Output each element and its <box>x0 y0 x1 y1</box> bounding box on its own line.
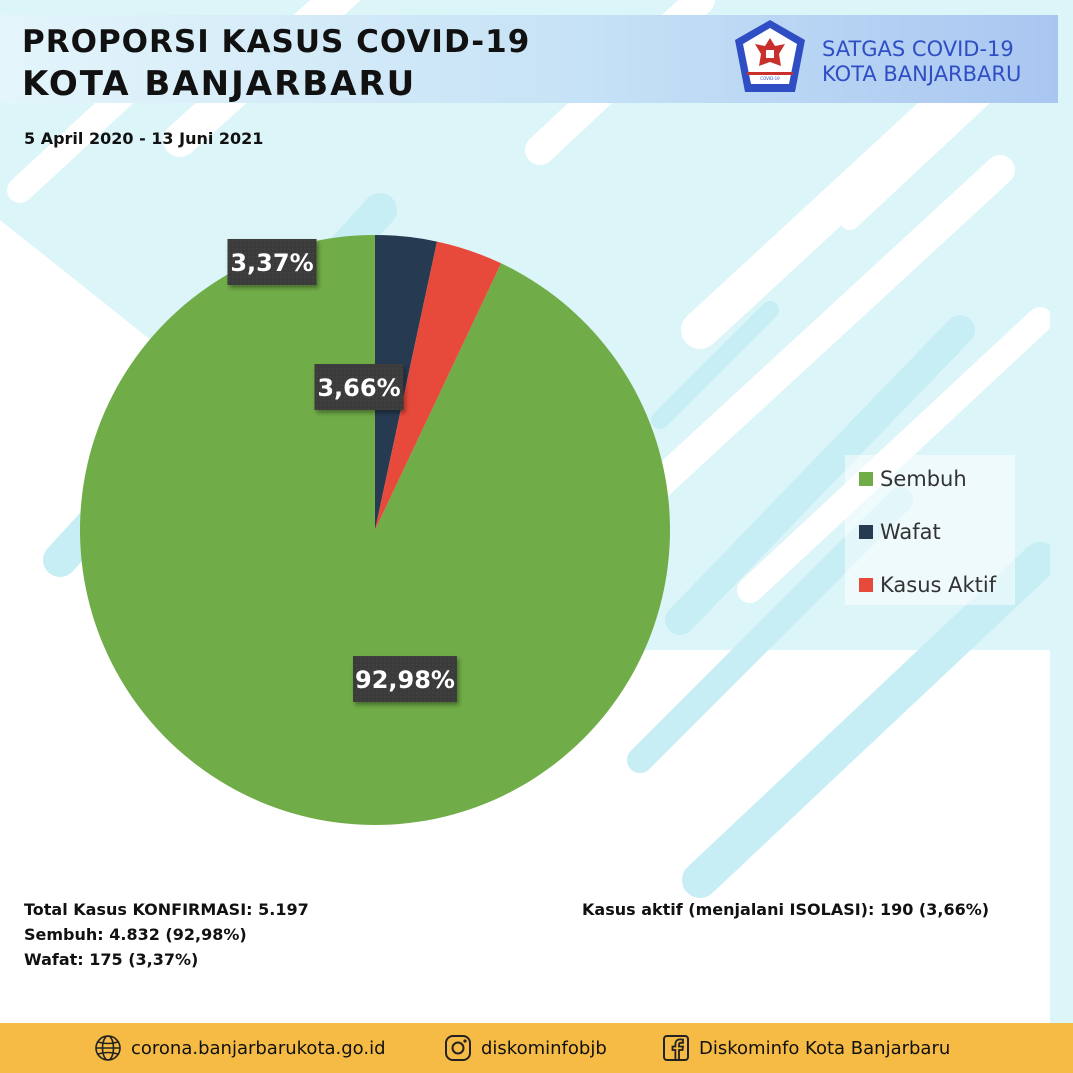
data-label-box-sembuh <box>353 656 457 702</box>
organization-line-2: KOTA BANJARBARU <box>822 62 1022 86</box>
footer-website[interactable]: corona.banjarbarukota.go.id <box>94 1034 386 1062</box>
globe-icon <box>95 1035 121 1061</box>
organization-name: SATGAS COVID-19 KOTA BANJARBARU <box>822 37 1021 87</box>
page-subtitle: KOTA BANJARBARU <box>22 64 417 104</box>
data-label-wafat: 3,37% <box>227 239 317 285</box>
facebook-page[interactable]: Diskominfo Kota Banjarbaru <box>699 1037 951 1059</box>
data-label-text-sembuh: 92,98% <box>355 666 455 694</box>
data-label-text-wafat: 3,37% <box>230 249 313 277</box>
legend-swatch-sembuh <box>859 472 873 486</box>
instagram-handle[interactable]: diskominfobjb <box>481 1037 607 1059</box>
pie-slice-kasus-aktif <box>375 241 502 530</box>
chart-legend: Sembuh Wafat Kasus Aktif <box>845 455 1015 605</box>
data-label-sembuh: 92,98% <box>353 656 457 702</box>
legend-label-kasus-aktif: Kasus Aktif <box>880 573 997 597</box>
data-label-text-kasus-aktif: 3,66% <box>317 374 400 402</box>
legend-item-kasus-aktif: Kasus Aktif <box>859 571 996 599</box>
facebook-icon <box>663 1035 689 1061</box>
data-label-kasus-aktif: 3,66% <box>314 364 404 410</box>
recovered-cases: Sembuh: 4.832 (92,98%) <box>24 925 247 944</box>
organization-line-1: SATGAS COVID-19 <box>822 37 1014 61</box>
svg-text:COVID-19: COVID-19 <box>760 76 780 81</box>
data-label-box-kasus-aktif <box>314 364 404 410</box>
legend-label-wafat: Wafat <box>880 520 941 544</box>
footer-bar: corona.banjarbarukota.go.id diskominfobj… <box>0 1023 1073 1073</box>
legend-swatch-wafat <box>859 525 873 539</box>
date-range: 5 April 2020 - 13 Juni 2021 <box>24 129 264 148</box>
garuda-emblem-icon: COVID-19 <box>735 20 805 92</box>
legend-item-wafat: Wafat <box>859 518 941 546</box>
total-cases: Total Kasus KONFIRMASI: 5.197 <box>24 900 309 919</box>
legend-item-sembuh: Sembuh <box>859 465 967 493</box>
data-label-box-wafat <box>227 239 317 285</box>
legend-swatch-kasus-aktif <box>859 578 873 592</box>
website-link[interactable]: corona.banjarbarukota.go.id <box>131 1037 386 1059</box>
header-banner <box>0 15 1058 103</box>
pie-slice-wafat <box>375 235 437 530</box>
pie-slice-sembuh <box>79 235 670 826</box>
page-title: PROPORSI KASUS COVID-19 <box>22 24 531 60</box>
active-cases: Kasus aktif (menjalani ISOLASI): 190 (3,… <box>582 900 990 919</box>
death-cases: Wafat: 175 (3,37%) <box>24 950 199 969</box>
footer-facebook[interactable]: Diskominfo Kota Banjarbaru <box>662 1034 950 1062</box>
legend-label-sembuh: Sembuh <box>880 467 967 491</box>
footer-instagram[interactable]: diskominfobjb <box>444 1034 607 1062</box>
instagram-icon <box>445 1035 471 1061</box>
summary-stats: Total Kasus KONFIRMASI: 5.197 Sembuh: 4.… <box>24 897 309 972</box>
